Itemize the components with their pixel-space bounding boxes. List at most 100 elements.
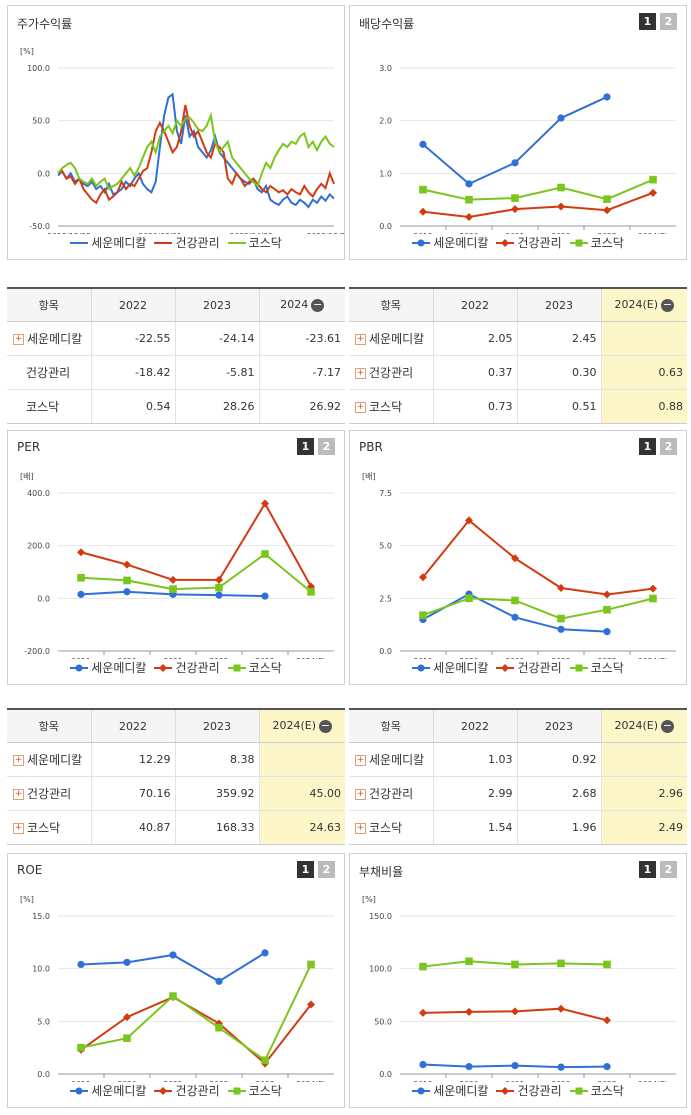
data-point[interactable] bbox=[465, 516, 473, 525]
legend-item[interactable]: 코스닥 bbox=[569, 659, 624, 676]
legend-item[interactable]: 코스닥 bbox=[227, 659, 282, 676]
legend-item[interactable]: 코스닥 bbox=[569, 234, 624, 251]
data-point[interactable] bbox=[465, 180, 473, 188]
data-point[interactable] bbox=[169, 585, 177, 593]
data-point[interactable] bbox=[603, 195, 611, 203]
data-point[interactable] bbox=[603, 206, 611, 215]
data-point[interactable] bbox=[511, 613, 519, 621]
data-point[interactable] bbox=[557, 959, 565, 968]
data-point[interactable] bbox=[511, 596, 519, 605]
data-point[interactable] bbox=[511, 205, 519, 214]
data-point[interactable] bbox=[215, 575, 223, 584]
data-point[interactable] bbox=[77, 590, 85, 598]
expand-plus-icon[interactable]: + bbox=[355, 334, 366, 345]
legend-item[interactable]: 건강관리 bbox=[496, 1082, 562, 1099]
expand-plus-icon[interactable]: + bbox=[13, 823, 24, 834]
data-point[interactable] bbox=[123, 576, 131, 585]
expand-plus-icon[interactable]: + bbox=[355, 755, 366, 766]
data-point[interactable] bbox=[261, 1056, 269, 1065]
legend-item[interactable]: 코스닥 bbox=[569, 1082, 624, 1099]
data-point[interactable] bbox=[603, 93, 611, 101]
collapse-minus-icon[interactable]: − bbox=[311, 297, 325, 312]
data-point[interactable] bbox=[77, 960, 85, 969]
view-2-button[interactable]: 2 bbox=[660, 438, 677, 455]
view-2-button[interactable]: 2 bbox=[318, 438, 335, 455]
expand-plus-icon[interactable]: + bbox=[13, 789, 24, 800]
data-point[interactable] bbox=[557, 584, 565, 593]
data-point[interactable] bbox=[465, 957, 473, 966]
collapse-minus-icon[interactable]: − bbox=[319, 718, 333, 733]
data-point[interactable] bbox=[123, 588, 131, 596]
data-point[interactable] bbox=[419, 962, 427, 971]
legend-item[interactable]: 코스닥 bbox=[227, 234, 282, 251]
data-point[interactable] bbox=[603, 628, 611, 636]
data-point[interactable] bbox=[261, 550, 269, 558]
data-point[interactable] bbox=[557, 1063, 565, 1071]
data-point[interactable] bbox=[465, 213, 473, 222]
data-point[interactable] bbox=[511, 1061, 519, 1070]
data-point[interactable] bbox=[123, 1034, 131, 1042]
data-point[interactable] bbox=[465, 1063, 473, 1071]
view-2-button[interactable]: 2 bbox=[318, 861, 335, 878]
view-1-button[interactable]: 1 bbox=[639, 438, 656, 455]
expand-plus-icon[interactable]: + bbox=[13, 755, 24, 766]
data-point[interactable] bbox=[557, 1004, 565, 1013]
expand-plus-icon[interactable]: + bbox=[355, 402, 366, 413]
data-point[interactable] bbox=[77, 548, 85, 557]
data-point[interactable] bbox=[511, 960, 519, 969]
data-point[interactable] bbox=[603, 605, 611, 614]
data-point[interactable] bbox=[603, 590, 611, 599]
data-point[interactable] bbox=[511, 159, 519, 167]
data-point[interactable] bbox=[307, 588, 315, 596]
data-point[interactable] bbox=[557, 202, 565, 211]
data-point[interactable] bbox=[261, 949, 269, 957]
data-point[interactable] bbox=[465, 1007, 473, 1016]
data-point[interactable] bbox=[511, 1007, 519, 1016]
data-point[interactable] bbox=[77, 573, 85, 582]
expand-plus-icon[interactable]: + bbox=[355, 823, 366, 834]
data-point[interactable] bbox=[307, 1000, 315, 1009]
data-point[interactable] bbox=[307, 960, 315, 969]
legend-item[interactable]: 건강관리 bbox=[154, 659, 220, 676]
data-point[interactable] bbox=[557, 183, 565, 192]
view-1-button[interactable]: 1 bbox=[639, 861, 656, 878]
expand-plus-icon[interactable]: + bbox=[355, 789, 366, 800]
data-point[interactable] bbox=[307, 582, 315, 591]
data-point[interactable] bbox=[649, 188, 657, 197]
data-point[interactable] bbox=[215, 591, 223, 599]
data-point[interactable] bbox=[123, 1013, 131, 1022]
legend-item[interactable]: 코스닥 bbox=[227, 1082, 282, 1099]
view-1-button[interactable]: 1 bbox=[297, 861, 314, 878]
view-2-button[interactable]: 2 bbox=[660, 861, 677, 878]
data-point[interactable] bbox=[649, 594, 657, 603]
data-point[interactable] bbox=[169, 951, 177, 959]
data-point[interactable] bbox=[603, 1063, 611, 1071]
data-point[interactable] bbox=[215, 583, 223, 592]
data-point[interactable] bbox=[419, 573, 427, 582]
data-point[interactable] bbox=[511, 194, 519, 202]
data-point[interactable] bbox=[649, 584, 657, 593]
legend-item[interactable]: 세운메디칼 bbox=[412, 659, 488, 676]
legend-item[interactable]: 건강관리 bbox=[154, 1082, 220, 1099]
view-1-button[interactable]: 1 bbox=[297, 438, 314, 455]
data-point[interactable] bbox=[557, 625, 565, 633]
data-point[interactable] bbox=[465, 195, 473, 204]
data-point[interactable] bbox=[419, 207, 427, 216]
data-point[interactable] bbox=[419, 185, 427, 194]
data-point[interactable] bbox=[123, 560, 131, 569]
legend-item[interactable]: 세운메디칼 bbox=[70, 234, 146, 251]
legend-item[interactable]: 건강관리 bbox=[496, 234, 562, 251]
expand-plus-icon[interactable]: + bbox=[355, 368, 366, 379]
view-2-button[interactable]: 2 bbox=[660, 13, 677, 30]
legend-item[interactable]: 건강관리 bbox=[154, 234, 220, 251]
data-point[interactable] bbox=[215, 977, 223, 985]
legend-item[interactable]: 세운메디칼 bbox=[70, 1082, 146, 1099]
legend-item[interactable]: 세운메디칼 bbox=[412, 234, 488, 251]
data-point[interactable] bbox=[215, 1023, 223, 1032]
data-point[interactable] bbox=[419, 1060, 427, 1069]
data-point[interactable] bbox=[419, 611, 427, 619]
collapse-minus-icon[interactable]: − bbox=[661, 718, 675, 733]
data-point[interactable] bbox=[603, 1016, 611, 1025]
data-point[interactable] bbox=[557, 614, 565, 623]
data-point[interactable] bbox=[603, 960, 611, 969]
